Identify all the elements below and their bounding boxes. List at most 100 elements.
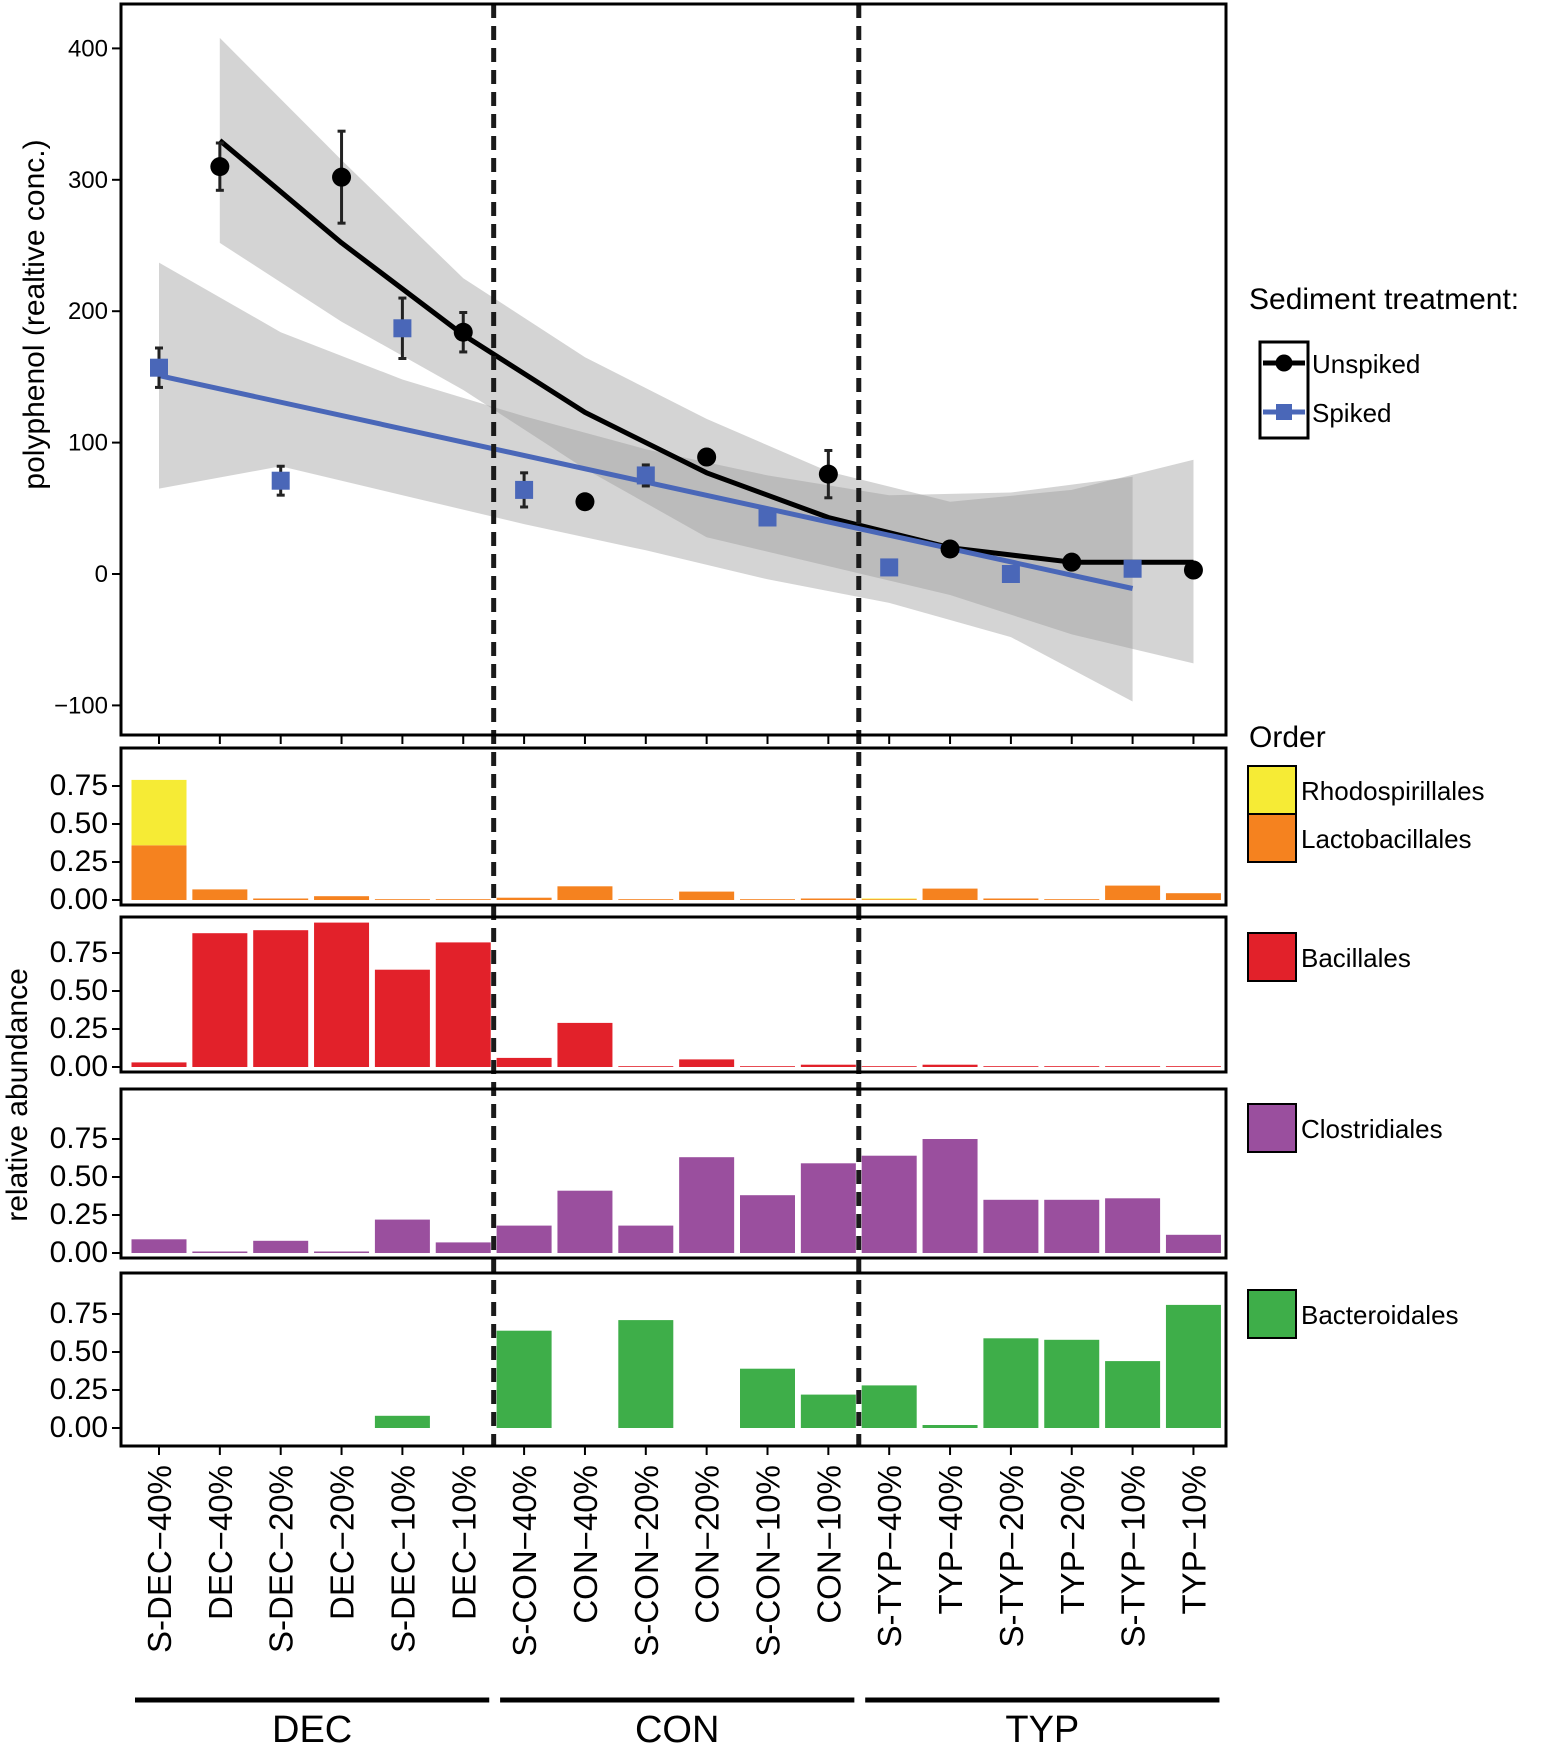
data-point-unspiked	[1183, 560, 1203, 580]
bar-bacillales	[1105, 1066, 1161, 1067]
data-point-spiked	[515, 480, 534, 499]
legend-title-treatment: Sediment treatment:	[1249, 283, 1519, 316]
bar-bacteroidales	[1105, 1361, 1161, 1428]
category-labels: S-DEC−40% DEC−40% S-DEC−20% DEC−20% S-DEC−10…	[141, 1465, 1212, 1657]
y-tick-label: 0.75	[50, 936, 108, 969]
y-tick-label: −100	[54, 692, 108, 719]
legend-key-marker-spiked	[1276, 404, 1292, 420]
data-point-unspiked	[940, 539, 960, 559]
y-tick-label: 0.25	[50, 1012, 108, 1045]
bar-clostridiales	[861, 1155, 917, 1253]
bar-lactobacillales	[618, 899, 674, 900]
bar-lactobacillales	[496, 897, 552, 900]
category-label: TYP−20%	[1054, 1465, 1091, 1615]
bar-bacillales	[253, 930, 309, 1067]
bar-bacteroidales	[800, 1394, 856, 1428]
legend-label-bacillales: Bacillales	[1301, 943, 1411, 973]
legend-label-bacteroidales: Bacteroidales	[1301, 1300, 1459, 1330]
bar-clostridiales	[557, 1190, 613, 1253]
category-label: S-CON−40%	[506, 1465, 543, 1657]
bar-rhodospirillales	[131, 779, 187, 846]
bar-bacillales	[131, 1062, 187, 1067]
category-label: S-TYP−10%	[1115, 1465, 1152, 1648]
bar-bacillales	[374, 969, 430, 1067]
data-point-unspiked	[697, 447, 717, 467]
bar-clostridiales	[1105, 1198, 1161, 1253]
bar-lactobacillales	[861, 899, 917, 900]
category-label: CON−10%	[810, 1465, 847, 1624]
legend-key-frame	[1258, 340, 1310, 440]
y-tick-label: 100	[68, 430, 108, 457]
legend-key-bacillales	[1247, 932, 1297, 982]
bar-lactobacillales	[131, 845, 187, 900]
category-label: S-DEC−10%	[384, 1465, 421, 1653]
group-dividers	[491, 4, 862, 1446]
data-point-unspiked	[575, 492, 595, 512]
bar-lactobacillales	[800, 898, 856, 900]
y-tick-label: 200	[68, 298, 108, 325]
data-point-unspiked	[332, 167, 352, 187]
bar-clostridiales	[679, 1157, 735, 1253]
bar-lactobacillales	[1105, 885, 1161, 900]
bar-clostridiales	[314, 1251, 370, 1253]
legend-label-spiked: Spiked	[1312, 398, 1392, 428]
panel-frame	[119, 1087, 1228, 1260]
y-tick-label: 0.00	[50, 1050, 108, 1083]
y-tick-label: 0.50	[50, 1160, 108, 1193]
bar-lactobacillales	[557, 886, 613, 900]
fit-line-unspiked	[218, 138, 1194, 565]
bar-clostridiales	[253, 1240, 309, 1253]
panel-frames	[119, 2, 1228, 1448]
y-tick-label: 0	[95, 561, 108, 588]
y-tick-label: 0.75	[50, 769, 108, 802]
y-tick-label: 400	[68, 35, 108, 62]
legend-label-rhodospirillales: Rhodospirillales	[1301, 776, 1485, 806]
bar-bacillales	[557, 1022, 613, 1067]
confidence-band-unspiked	[219, 37, 1194, 664]
bar-bacillales	[679, 1059, 735, 1067]
y-tick-label: 0.25	[50, 1373, 108, 1406]
y-tick-label: 0.75	[50, 1297, 108, 1330]
group-label: TYP	[1005, 1709, 1079, 1749]
category-label: CON−40%	[567, 1465, 604, 1624]
bar-lactobacillales	[983, 898, 1039, 900]
category-label: DEC−40%	[202, 1465, 239, 1620]
data-point-unspiked	[453, 322, 473, 342]
bar-lactobacillales	[192, 889, 248, 900]
bar-bacillales	[983, 1066, 1039, 1067]
bar-clostridiales	[800, 1163, 856, 1253]
category-label: S-DEC−40%	[141, 1465, 178, 1653]
legend-key-marker-unspiked	[1275, 354, 1293, 372]
bar-clostridiales	[192, 1251, 248, 1253]
panel-frame	[119, 915, 1228, 1074]
y-tick-label: 0.00	[50, 1236, 108, 1269]
bar-clostridiales	[374, 1219, 430, 1253]
bar-clostridiales	[740, 1195, 795, 1253]
bar-clostridiales	[983, 1199, 1039, 1253]
bar-lactobacillales	[740, 899, 795, 900]
bar-lactobacillales	[314, 896, 370, 900]
bar-clostridiales	[1165, 1234, 1221, 1253]
bar-bacillales	[861, 1066, 917, 1067]
bar-clostridiales	[435, 1242, 491, 1253]
category-label: S-TYP−20%	[993, 1465, 1030, 1648]
panel-frame	[119, 1271, 1228, 1448]
bar-bacteroidales	[374, 1415, 430, 1428]
panel-frame	[119, 2, 1228, 737]
data-point-unspiked	[1062, 552, 1082, 572]
y-axis-title: polyphenol (realtive conc.)	[18, 139, 51, 489]
bar-bacteroidales	[1165, 1304, 1221, 1428]
y-axis-title-bars: relative abundance	[1, 968, 34, 1222]
category-label: DEC−20%	[324, 1465, 361, 1620]
bar-bacillales	[1044, 1066, 1100, 1067]
bar-bacteroidales	[1044, 1339, 1100, 1428]
bar-bacillales	[1165, 1066, 1221, 1067]
data-point-spiked	[880, 558, 899, 577]
legend-label-unspiked: Unspiked	[1312, 349, 1420, 379]
axes: −100 0 100 200 300 400 polyphenol (realtive co…	[1, 35, 1195, 1455]
y-tick-label: 300	[68, 167, 108, 194]
y-tick-label: 0.25	[50, 1198, 108, 1231]
category-label: S-CON−10%	[750, 1465, 787, 1657]
bar-clostridiales	[922, 1139, 978, 1253]
